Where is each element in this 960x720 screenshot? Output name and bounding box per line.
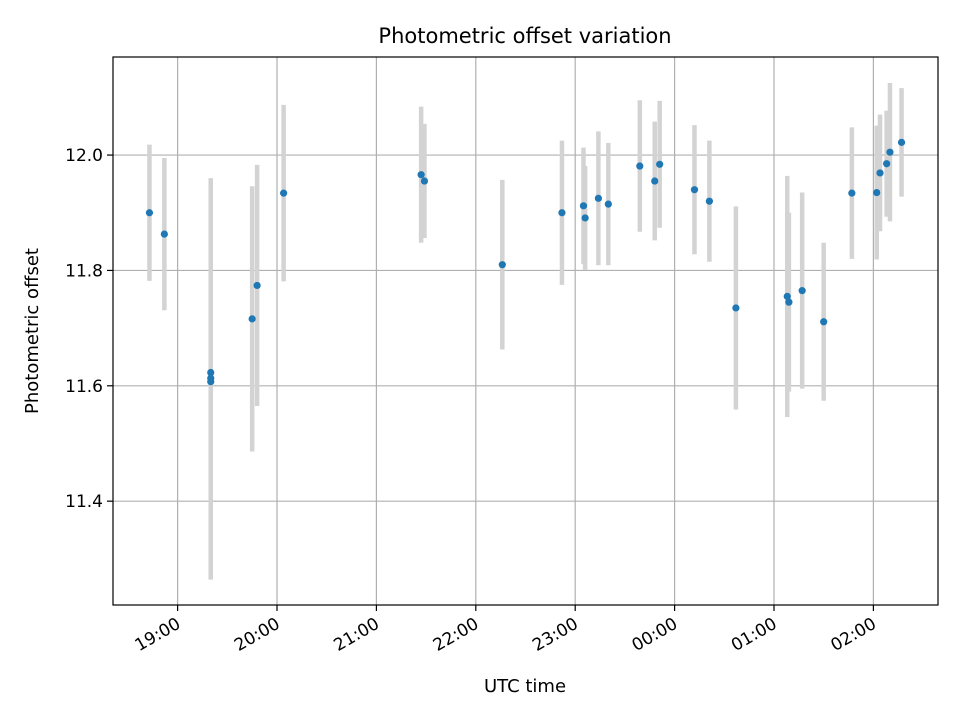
- data-point: [783, 292, 791, 300]
- data-point: [732, 304, 740, 312]
- data-point: [883, 160, 891, 168]
- y-tick-label: 11.8: [65, 261, 103, 281]
- data-point: [604, 200, 612, 208]
- data-point: [636, 162, 644, 170]
- data-point: [785, 298, 793, 306]
- data-point: [207, 378, 215, 386]
- data-point: [145, 209, 154, 217]
- data-point: [417, 171, 425, 179]
- data-point: [886, 148, 894, 156]
- y-tick-label: 11.4: [65, 492, 103, 512]
- data-point: [558, 209, 566, 217]
- data-point: [581, 214, 589, 222]
- data-point: [820, 318, 828, 326]
- data-point: [579, 202, 588, 210]
- plot-frame: [112, 56, 939, 606]
- data-point: [798, 287, 806, 295]
- data-point: [248, 315, 256, 323]
- y-axis-ticks: 11.4 11.6 11.8 12.0: [65, 146, 113, 512]
- data-point: [876, 169, 884, 177]
- data-point: [656, 160, 664, 168]
- data-point: [594, 194, 602, 202]
- data-point: [651, 177, 659, 185]
- y-tick-label: 11.6: [65, 377, 103, 397]
- data-point: [705, 197, 713, 205]
- y-tick-label: 12.0: [65, 146, 103, 166]
- data-point: [873, 188, 881, 197]
- y-axis-label: Photometric offset: [22, 248, 43, 414]
- data-point: [420, 177, 429, 185]
- data-point: [280, 189, 288, 197]
- chart-title: Photometric offset variation: [378, 24, 671, 48]
- data-point: [207, 368, 215, 377]
- data-point: [848, 189, 856, 197]
- x-axis-label: UTC time: [484, 676, 566, 697]
- data-points: [145, 138, 906, 386]
- data-point: [690, 186, 699, 194]
- data-point: [253, 281, 261, 290]
- data-point: [897, 138, 906, 146]
- data-point: [160, 230, 168, 238]
- data-point: [498, 261, 506, 269]
